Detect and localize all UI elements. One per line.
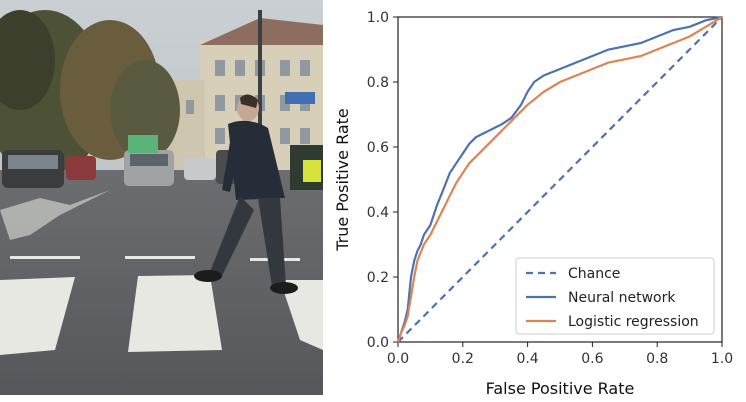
pedestrian-crossing-photo xyxy=(0,0,323,395)
pedestrian xyxy=(194,94,298,294)
series-line-chance xyxy=(397,16,723,343)
chart-ticks: 0.0 0.2 0.4 0.6 0.8 1.0 0.0 0.2 0.4 0.6 0.8 1.0 xyxy=(367,10,733,367)
x-tick-label: 0.6 xyxy=(581,351,603,367)
legend-entry: Chance xyxy=(568,266,620,282)
x-tick-label: 0.4 xyxy=(516,351,538,367)
series-line-neural-network xyxy=(396,15,723,343)
x-tick-label: 1.0 xyxy=(711,351,733,367)
y-tick-label: 0.6 xyxy=(367,140,389,156)
y-tick-label: 0.8 xyxy=(367,75,389,91)
x-tick-label: 0.0 xyxy=(387,351,409,367)
cars xyxy=(2,135,323,190)
legend-box xyxy=(515,257,715,335)
legend-entry: Neural network xyxy=(568,290,676,306)
roc-chart: 0.0 0.2 0.4 0.6 0.8 1.0 0.0 0.2 0.4 0.6 0.8 1.0 Fal… xyxy=(333,10,733,398)
y-tick-label: 0.4 xyxy=(367,205,389,221)
road-markings xyxy=(0,190,323,355)
y-tick-label: 0.2 xyxy=(367,270,389,286)
x-tick-label: 0.2 xyxy=(452,351,474,367)
chart-series xyxy=(396,15,723,343)
series-line-logistic-regression xyxy=(396,16,723,343)
trees xyxy=(0,10,180,180)
legend-entry: Logistic regression xyxy=(568,314,699,330)
y-axis-label: True Positive Rate xyxy=(333,108,352,252)
x-axis-label: False Positive Rate xyxy=(486,379,635,398)
chart-legend: Chance Neural network Logistic regression xyxy=(515,257,715,335)
y-tick-label: 1.0 xyxy=(367,10,389,26)
y-tick-label: 0.0 xyxy=(367,335,389,351)
x-tick-label: 0.8 xyxy=(646,351,668,367)
